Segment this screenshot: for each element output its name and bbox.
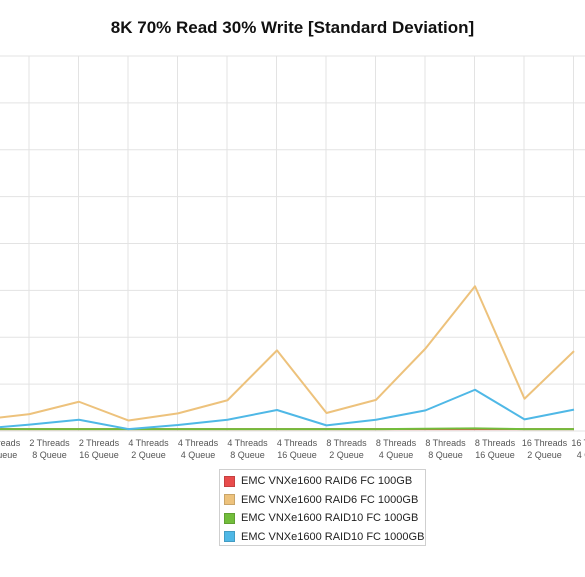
- legend-item[interactable]: EMC VNXe1600 RAID6 FC 100GB: [224, 472, 425, 491]
- series-line-2: [0, 285, 575, 422]
- legend-item[interactable]: EMC VNXe1600 RAID10 FC 1000GB: [224, 528, 425, 547]
- x-tick-label: 4 Queue: [0, 450, 17, 460]
- x-tick-label: 2 Queue: [329, 450, 364, 460]
- x-tick-label: 2 Queue: [131, 450, 166, 460]
- x-tick-label: 2 Threads: [29, 438, 70, 448]
- x-tick-label: 4 Threads: [178, 438, 219, 448]
- legend-label: EMC VNXe1600 RAID6 FC 1000GB: [241, 493, 419, 506]
- series-line-3: [0, 427, 574, 431]
- legend-swatch: [224, 494, 235, 506]
- x-tick-label: 16 Queue: [79, 450, 119, 460]
- legend-swatch: [224, 531, 235, 543]
- x-tick-label: 4 Queue: [577, 450, 585, 460]
- legend-label: EMC VNXe1600 RAID10 FC 100GB: [241, 512, 419, 525]
- x-tick-label: 2 Queue: [527, 450, 562, 460]
- x-tick-label: 8 Threads: [326, 438, 367, 448]
- x-tick-label: 16 Threads: [522, 438, 568, 448]
- x-tick-label: 4 Threads: [227, 438, 268, 448]
- x-tick-label: 8 Queue: [230, 450, 265, 460]
- x-tick-label: 16 Threads: [571, 438, 585, 448]
- x-tick-label: 16 Queue: [277, 450, 317, 460]
- legend-item[interactable]: EMC VNXe1600 RAID10 FC 100GB: [224, 509, 425, 528]
- x-tick-label: 8 Threads: [475, 438, 516, 448]
- x-tick-label: 4 Queue: [181, 450, 216, 460]
- x-tick-label: 2 Threads: [0, 438, 21, 448]
- x-tick-label: 4 Threads: [128, 438, 169, 448]
- chart-title: 8K 70% Read 30% Write [Standard Deviatio…: [110, 18, 475, 37]
- legend: EMC VNXe1600 RAID6 FC 100GB EMC VNXe1600 …: [219, 469, 426, 546]
- x-tick-label: 8 Threads: [425, 438, 466, 448]
- series-line-4: [0, 388, 575, 431]
- x-tick-label: 8 Threads: [376, 438, 417, 448]
- series-lines: [0, 285, 575, 431]
- x-axis-tick-labels: 2 Threads 4 Queue 2 Threads 8 Queue 2 Thread…: [0, 438, 585, 460]
- grid-lines: [0, 55, 585, 432]
- legend-swatch: [224, 512, 235, 524]
- legend-label: EMC VNXe1600 RAID6 FC 100GB: [241, 475, 413, 488]
- x-tick-label: 16 Queue: [475, 450, 515, 460]
- legend-item[interactable]: EMC VNXe1600 RAID6 FC 1000GB: [224, 491, 425, 510]
- x-tick-label: 8 Queue: [32, 450, 67, 460]
- x-tick-label: 2 Threads: [79, 438, 120, 448]
- x-tick-label: 4 Queue: [379, 450, 414, 460]
- x-tick-label: 8 Queue: [428, 450, 463, 460]
- legend-swatch: [224, 475, 235, 487]
- x-tick-label: 4 Threads: [277, 438, 318, 448]
- legend-label: EMC VNXe1600 RAID10 FC 1000GB: [241, 530, 425, 543]
